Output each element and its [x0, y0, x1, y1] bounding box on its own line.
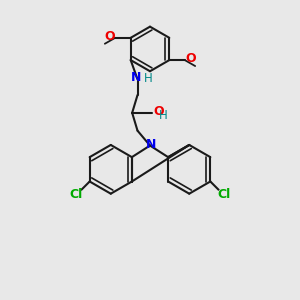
Text: N: N [146, 138, 157, 151]
Text: Cl: Cl [217, 188, 230, 201]
Text: O: O [185, 52, 196, 65]
Text: H: H [144, 72, 152, 85]
Text: N: N [130, 71, 141, 84]
Text: O: O [153, 105, 164, 118]
Text: Cl: Cl [70, 188, 83, 201]
Text: O: O [104, 30, 115, 43]
Text: H: H [159, 109, 168, 122]
